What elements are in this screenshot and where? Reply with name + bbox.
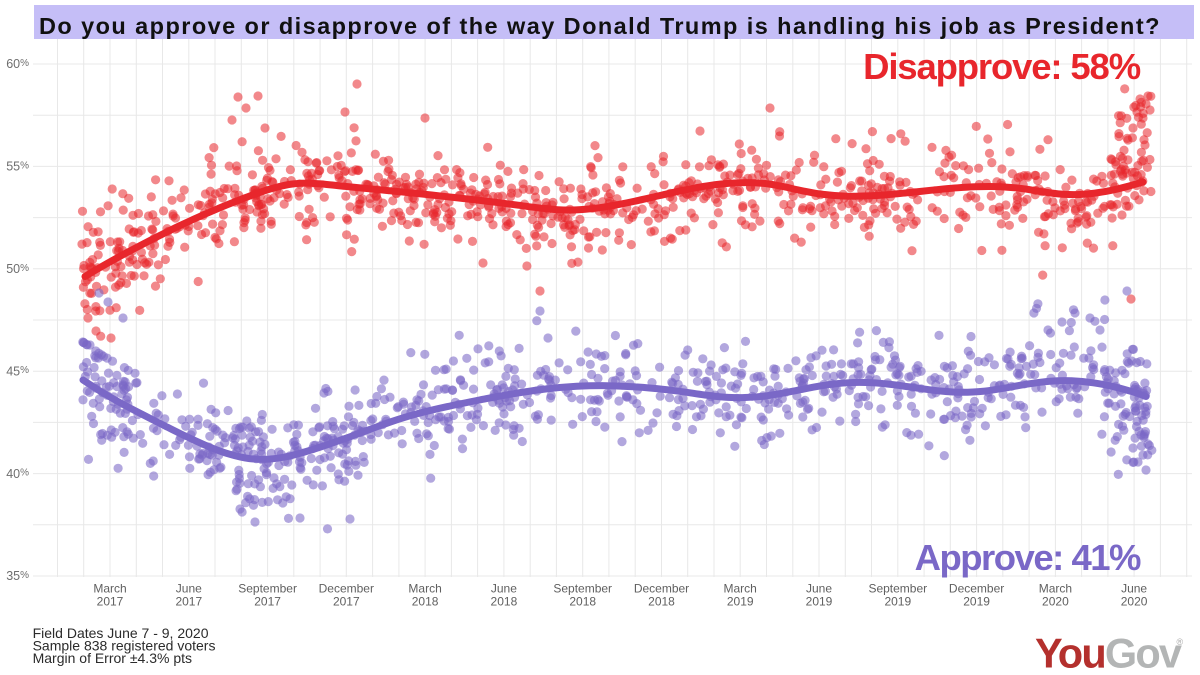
svg-text:35%: 35%	[6, 569, 29, 583]
svg-text:®: ®	[1177, 637, 1184, 647]
svg-text:60%: 60%	[6, 57, 29, 71]
svg-text:Do you approve or disapprove o: Do you approve or disapprove of the way …	[39, 13, 1161, 39]
svg-text:Sample 838 registered voters: Sample 838 registered voters	[33, 638, 216, 654]
svg-text:45%: 45%	[6, 364, 29, 378]
svg-text:Disapprove: 58%: Disapprove: 58%	[863, 46, 1141, 87]
svg-text:55%: 55%	[6, 160, 29, 174]
svg-text:40%: 40%	[6, 467, 29, 481]
svg-text:50%: 50%	[6, 262, 29, 276]
svg-text:YouGov: YouGov	[1035, 630, 1182, 675]
svg-text:Approve: 41%: Approve: 41%	[915, 537, 1141, 578]
svg-text:Field Dates June 7 - 9, 2020: Field Dates June 7 - 9, 2020	[33, 625, 209, 641]
svg-text:Margin of Error ±4.3% pts: Margin of Error ±4.3% pts	[33, 650, 192, 666]
